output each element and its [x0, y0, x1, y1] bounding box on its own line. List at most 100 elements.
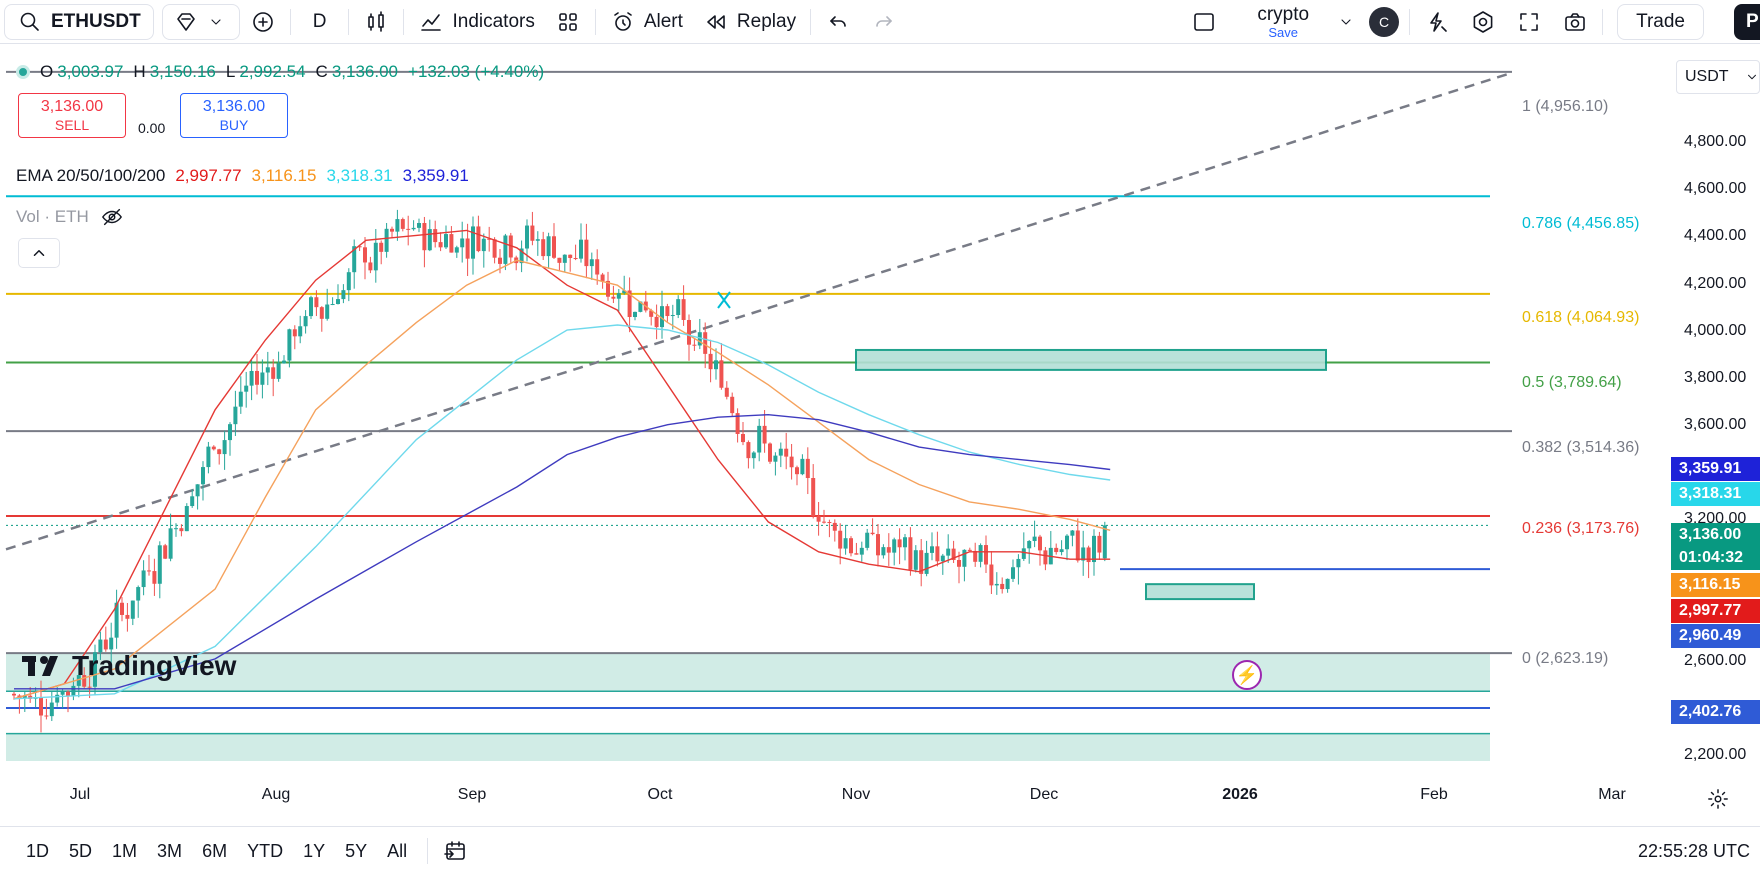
rectangle-drawing — [855, 348, 1327, 371]
price-chart[interactable] — [0, 46, 1760, 826]
close-label: C — [315, 62, 328, 81]
candle-body — [433, 229, 438, 243]
candle-body — [924, 552, 929, 574]
fib-label-0236[interactable]: 0.236 (3,173.76) — [1522, 520, 1640, 537]
redo-button[interactable] — [861, 5, 907, 39]
timezone-clock[interactable]: 22:55:28 UTC — [1637, 840, 1750, 861]
fib-label-0382[interactable]: 0.382 (3,514.36) — [1522, 439, 1640, 456]
range-6m[interactable]: 6M — [202, 840, 228, 861]
publish-button[interactable]: P — [1734, 3, 1760, 40]
candle-body — [687, 319, 691, 345]
candle-body — [681, 299, 686, 320]
settings-button[interactable] — [1460, 5, 1506, 39]
snapshot-button[interactable] — [1552, 5, 1598, 39]
candle-body — [125, 614, 130, 619]
add-symbol-button[interactable] — [240, 5, 286, 39]
templates-button[interactable] — [545, 5, 591, 39]
candle-body — [228, 424, 232, 441]
trade-button[interactable]: Trade — [1617, 3, 1704, 40]
volume-legend[interactable]: Vol · ETH — [16, 204, 125, 230]
range-5d[interactable]: 5D — [69, 840, 93, 861]
avatar[interactable]: C — [1369, 6, 1400, 37]
lightning-icon[interactable]: ⚡ — [1232, 660, 1262, 690]
ema-legend[interactable]: EMA 20/50/100/200 2,997.77 3,116.15 3,31… — [16, 166, 469, 186]
chart-type-button[interactable] — [353, 5, 399, 39]
candle-body — [600, 274, 605, 281]
candle-body — [584, 239, 589, 267]
candle-body — [789, 456, 794, 468]
replay-button[interactable]: Replay — [693, 5, 806, 39]
candle-body — [665, 306, 670, 317]
sell-button[interactable]: 3,136.00 SELL — [18, 93, 126, 138]
divider — [1602, 8, 1604, 35]
fib-label-1[interactable]: 1 (4,956.10) — [1522, 98, 1609, 115]
support-zone-lower — [6, 733, 1490, 761]
buy-button[interactable]: 3,136.00 BUY — [180, 93, 288, 138]
low-label: L — [225, 62, 236, 81]
candle-body — [298, 326, 303, 337]
candle-body — [427, 229, 432, 251]
market-status-icon[interactable] — [16, 65, 30, 79]
candle-body — [1075, 530, 1080, 561]
candle-body — [1038, 536, 1042, 551]
user-menu[interactable]: C — [1363, 5, 1405, 39]
quick-search-button[interactable] — [1414, 5, 1460, 39]
axis-settings-button[interactable] — [1705, 786, 1731, 815]
layout-menu-button[interactable] — [1319, 5, 1363, 39]
tradingview-logo[interactable]: TradingView — [22, 650, 236, 682]
candle-body — [147, 570, 151, 572]
candle-body — [309, 297, 313, 317]
candle-body — [525, 225, 529, 249]
alert-button[interactable]: Alert — [600, 5, 693, 39]
candle-body — [1043, 550, 1048, 565]
fib-label-0618[interactable]: 0.618 (4,064.93) — [1522, 309, 1640, 326]
fib-label-0[interactable]: 0 (2,623.19) — [1522, 650, 1609, 667]
range-ytd[interactable]: YTD — [247, 840, 284, 861]
symbol-name[interactable]: ETHUSDT — [51, 10, 141, 32]
candle-body — [827, 522, 832, 524]
high-value: 3,150.16 — [149, 62, 216, 81]
save-label[interactable]: Save — [1268, 24, 1298, 40]
range-5y[interactable]: 5Y — [345, 840, 368, 861]
candle-body — [255, 370, 259, 385]
collapse-legend-button[interactable] — [18, 238, 60, 268]
range-1d[interactable]: 1D — [26, 840, 50, 861]
candle-body — [114, 602, 119, 638]
candle-body — [152, 571, 157, 584]
fullscreen-button[interactable] — [1506, 5, 1552, 39]
candle-body — [249, 370, 254, 386]
candle-body — [930, 546, 934, 553]
candle-body — [1092, 535, 1096, 563]
compare-dropdown[interactable] — [161, 3, 240, 40]
candle-body — [201, 467, 205, 485]
eye-hidden-icon[interactable] — [99, 204, 125, 230]
fib-label-0786[interactable]: 0.786 (4,456.85) — [1522, 215, 1640, 232]
fib-label-05[interactable]: 0.5 (3,789.64) — [1522, 374, 1622, 391]
layout-name-button[interactable]: crypto Save — [1247, 5, 1319, 39]
range-all[interactable]: All — [387, 840, 408, 861]
candle-body — [120, 602, 124, 615]
candle-body — [87, 686, 92, 688]
range-1m[interactable]: 1M — [112, 840, 138, 861]
currency-select[interactable]: USDT — [1676, 60, 1760, 94]
candle-body — [179, 528, 184, 532]
time-tick: Mar — [1598, 786, 1626, 803]
goto-date-button[interactable] — [432, 834, 478, 868]
rectangle-drawing — [1145, 583, 1255, 601]
chart-area[interactable]: O 3,003.97 H 3,150.16 L 2,992.54 C 3,136.00 … — [0, 46, 1760, 826]
candle-body — [287, 329, 292, 361]
candle-body — [184, 506, 189, 532]
candle-body — [276, 363, 281, 379]
interval-button[interactable]: D — [295, 5, 345, 39]
indicators-button[interactable]: Indicators — [408, 5, 544, 39]
range-3m[interactable]: 3M — [157, 840, 183, 861]
range-1y[interactable]: 1Y — [303, 840, 326, 861]
layout-select-button[interactable] — [1181, 5, 1227, 39]
symbol-search[interactable]: ETHUSDT — [4, 3, 154, 40]
undo-button[interactable] — [815, 5, 861, 39]
replay-label: Replay — [736, 10, 797, 32]
camera-icon — [1562, 9, 1588, 35]
candle-body — [303, 316, 308, 327]
candle-body — [978, 545, 983, 562]
candle-body — [784, 448, 789, 457]
